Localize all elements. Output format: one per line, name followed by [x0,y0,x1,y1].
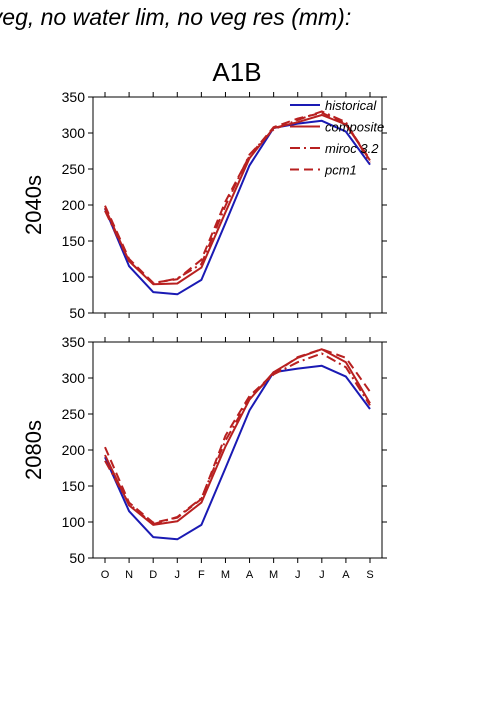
y-tick-label: 250 [62,406,86,422]
x-tick-label: D [149,569,157,581]
legend-label: miroc 3.2 [325,141,379,156]
legend: historical composite miroc 3.2 pcm1 [290,98,384,178]
x-tick-label: O [101,569,110,581]
series-line-pcm1 [104,348,371,524]
y-tick-label: 100 [62,269,86,285]
y-tick-label: 350 [62,334,86,350]
x-tick-label: M [269,569,278,581]
series-line-historical [104,119,371,296]
y-tick-label: 150 [62,233,86,249]
y-tick-label: 300 [62,370,86,386]
panel-2040s: 50 100 150 200 250 300 350 2040s [21,89,387,321]
y-tick-label: 300 [62,125,86,141]
panel-label: 2080s [21,420,46,480]
x-tick-label: S [366,569,373,581]
y-tick-label: 50 [69,550,85,566]
y-tick-label: 150 [62,478,86,494]
legend-label: composite [325,120,384,135]
series-line-miroc-3-2 [104,110,371,285]
series-line-pcm1 [104,111,371,284]
legend-label: pcm1 [324,163,357,178]
series-line-historical [104,364,371,541]
chart-title: A1B [212,57,261,87]
x-tick-label: A [342,569,350,581]
panel-label: 2040s [21,175,46,235]
page-title: f veg, no water lim, no veg res (mm): [0,4,352,30]
x-tick-label: J [295,569,301,581]
x-tick-label: J [319,569,325,581]
legend-label: historical [325,98,377,113]
x-tick-label: F [198,569,205,581]
y-tick-label: 100 [62,514,86,530]
x-tick-label: M [221,569,230,581]
series-line-miroc-3-2 [104,352,371,526]
x-tick-label: A [246,569,254,581]
y-tick-label: 200 [62,442,86,458]
x-tick-label: N [125,569,133,581]
x-tick-label: J [175,569,181,581]
y-tick-label: 350 [62,89,86,105]
y-tick-label: 250 [62,161,86,177]
y-tick-label: 50 [69,305,85,321]
y-tick-label: 200 [62,197,86,213]
panel-2080s: 50 100 150 200 250 300 350 O N D J F M A M J J A S 2080s [21,334,387,581]
